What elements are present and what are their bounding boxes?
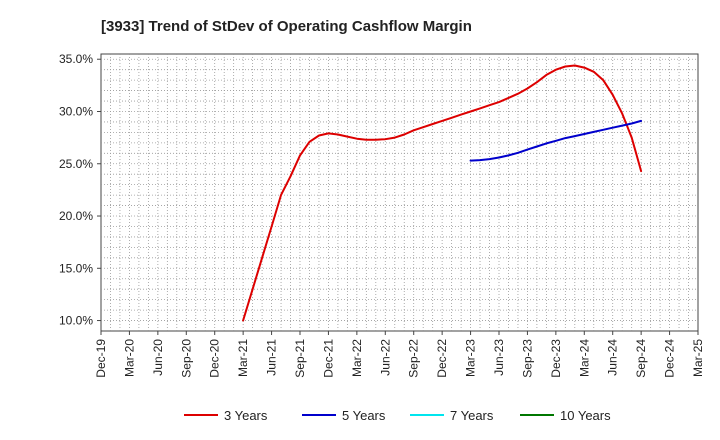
- x-tick-label: Sep-22: [407, 339, 421, 378]
- x-tick-label: Mar-22: [350, 339, 364, 377]
- y-tick-label: 15.0%: [59, 261, 93, 275]
- x-tick-label: Dec-23: [549, 339, 563, 378]
- x-tick-label: Mar-21: [236, 339, 250, 377]
- y-tick-label: 10.0%: [59, 314, 93, 328]
- y-tick-label: 35.0%: [59, 52, 93, 66]
- x-tick-label: Mar-20: [122, 339, 136, 377]
- plot-border: [100, 53, 699, 332]
- legend-label: 7 Years: [450, 408, 494, 423]
- x-tick-label: Dec-20: [208, 339, 222, 378]
- grid: [101, 54, 698, 331]
- x-tick-label: Jun-24: [606, 339, 620, 376]
- legend-label: 10 Years: [560, 408, 611, 423]
- x-tick-label: Dec-22: [435, 339, 449, 378]
- y-tick-label: 25.0%: [59, 157, 93, 171]
- x-tick-label: Jun-21: [265, 339, 279, 376]
- x-tick-label: Sep-20: [179, 339, 193, 378]
- plot-area: [100, 53, 699, 332]
- x-tick-label: Dec-21: [321, 339, 335, 378]
- legend-label: 5 Years: [342, 408, 386, 423]
- x-tick-label: Jun-20: [151, 339, 165, 376]
- chart-title: [3933] Trend of StDev of Operating Cashf…: [101, 18, 472, 35]
- x-tick-label: Mar-23: [464, 339, 478, 377]
- x-tick-label: Jun-23: [492, 339, 506, 376]
- legend-label: 3 Years: [224, 408, 268, 423]
- y-tick-label: 20.0%: [59, 209, 93, 223]
- series-lines: [242, 64, 643, 322]
- y-tick-label: 30.0%: [59, 104, 93, 118]
- x-tick-label: Mar-25: [691, 339, 705, 377]
- legend: 3 Years 5 Years 7 Years 10 Years: [184, 408, 611, 423]
- x-tick-label: Jun-22: [378, 339, 392, 376]
- series-line-5-years: [469, 119, 643, 162]
- x-tick-label: Mar-24: [577, 339, 591, 377]
- x-tick-label: Sep-23: [520, 339, 534, 378]
- series-line-3-years: [242, 64, 643, 322]
- x-tick-label: Sep-24: [634, 339, 648, 378]
- y-axis: 10.0% 15.0% 20.0% 25.0% 30.0% 35.0%: [59, 52, 101, 328]
- x-axis: Dec-19 Mar-20 Jun-20 Sep-20 Dec-20 Mar-21 Jun-…: [94, 331, 705, 378]
- x-tick-label: Dec-19: [94, 339, 108, 378]
- x-tick-label: Sep-21: [293, 339, 307, 378]
- x-tick-label: Dec-24: [663, 339, 677, 378]
